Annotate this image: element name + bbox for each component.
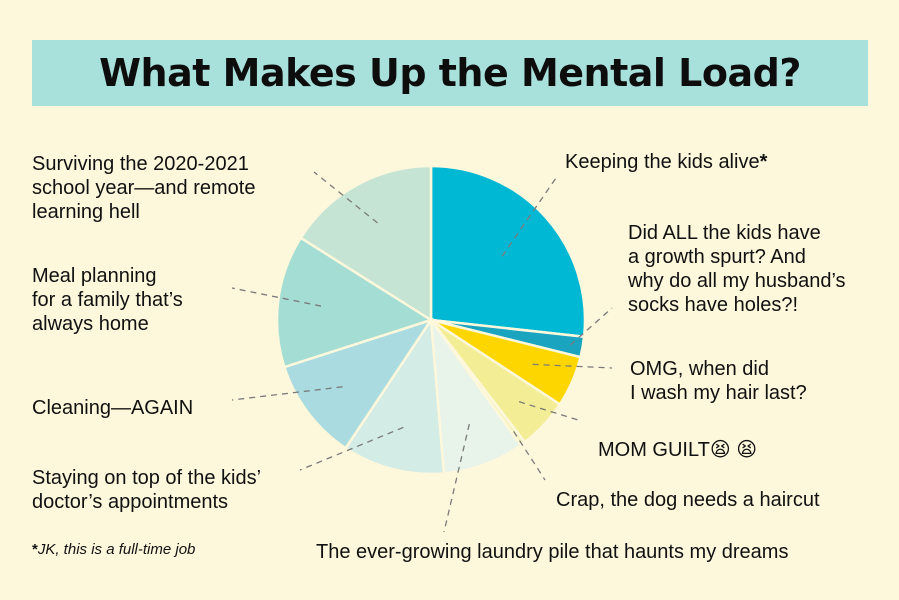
slice-laundry [429,315,523,475]
leader-line [532,363,613,369]
label-dog-haircut: Crap, the dog needs a haircut [556,489,820,511]
slice-cleaning [282,317,435,450]
label-mom-guilt: MOM GUILT😫 😫 [598,439,758,461]
pie-slices [275,164,587,476]
slice-keeping-kids-alive [429,164,587,339]
slice-surviving [299,164,433,323]
label-keeping-kids-alive: Keeping the kids alive* [565,151,768,173]
label-growth-spurt: Did ALL the kids have a growth spurt? An… [628,222,846,316]
leader-line [313,171,378,224]
leader-line [299,426,404,471]
footnote: *JK, this is a full-time job [32,541,196,558]
leader-line [570,307,613,346]
label-cleaning: Cleaning—AGAIN [32,397,194,419]
label-doctor-appointments: Staying on top of the kids’ doctor’s app… [32,467,262,513]
label-laundry-pile: The ever-growing laundry pile that haunt… [316,541,789,563]
leader-line [501,177,557,257]
leader-line [513,430,546,481]
leader-line [231,386,343,401]
leader-lines [231,171,613,533]
label-wash-hair: OMG, when did I wash my hair last? [630,358,807,404]
label-meal-planning: Meal planning for a family that’s always… [32,265,183,335]
label-surviving-school-year: Surviving the 2020-2021 school year—and … [32,153,256,223]
slice-doctor [343,316,446,476]
leader-line [443,423,470,533]
slice-meal-planning [275,236,434,369]
title-band: What Makes Up the Mental Load? [32,40,868,106]
chart-title: What Makes Up the Mental Load? [99,51,801,95]
leader-line [231,287,322,307]
